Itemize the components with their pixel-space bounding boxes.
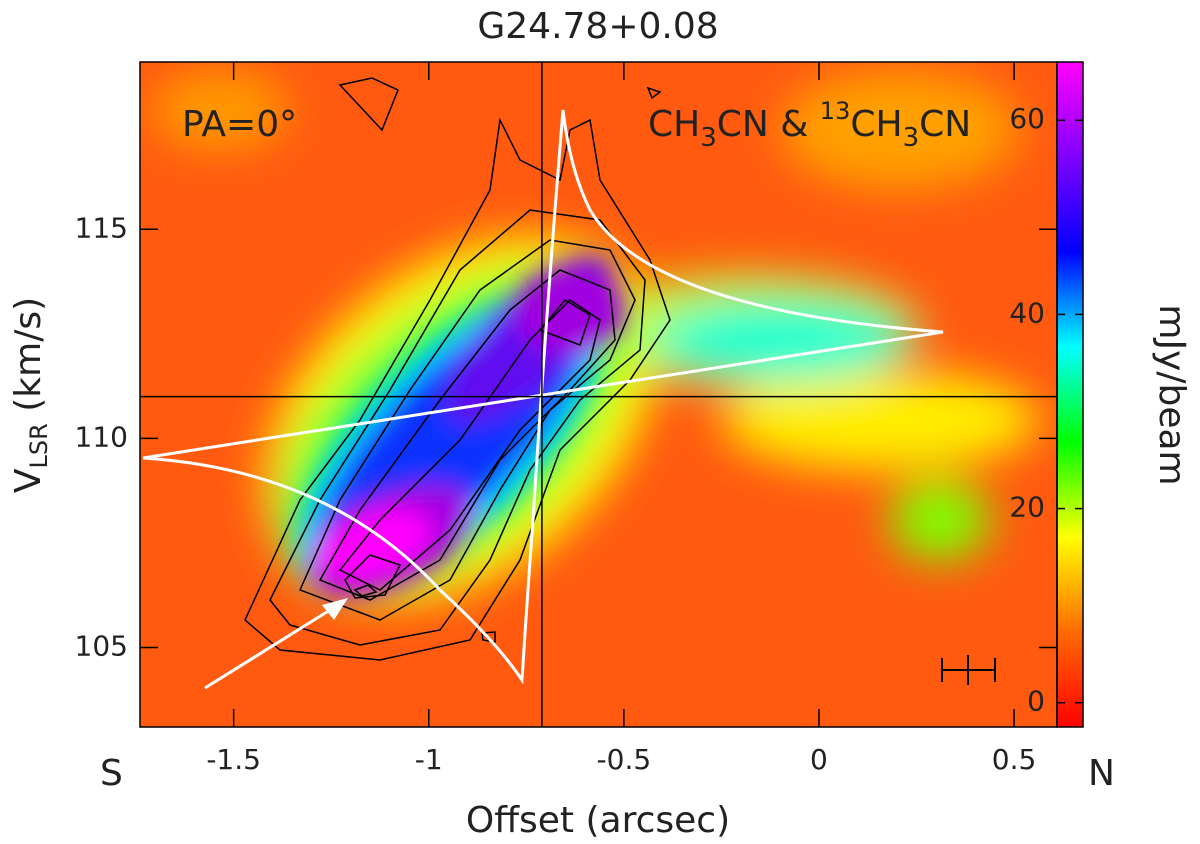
colorbar-tick-label: 40 xyxy=(1009,296,1045,329)
y-tick-label: 110 xyxy=(75,420,128,453)
x-tick-label: -1.5 xyxy=(206,743,261,776)
pa-label: PA=0° xyxy=(182,104,297,145)
model-curves xyxy=(142,109,944,685)
x-axis-label: Offset (arcsec) xyxy=(466,800,730,841)
x-tick-label: -1 xyxy=(415,743,443,776)
colorbar-tick-label: 60 xyxy=(1009,102,1045,135)
north-label: N xyxy=(1088,753,1115,794)
y-tick-label: 105 xyxy=(75,630,128,663)
colorbar-label: mJy/beam xyxy=(1151,304,1192,485)
beam-error-bar xyxy=(941,655,996,685)
chart-title: G24.78+0.08 xyxy=(477,6,718,47)
x-tick-label: 0.5 xyxy=(992,743,1037,776)
south-label: S xyxy=(100,753,123,794)
x-tick-label: 0 xyxy=(810,743,828,776)
y-tick-label: 115 xyxy=(75,211,128,244)
arrow xyxy=(204,598,348,690)
colorbar xyxy=(1057,62,1083,727)
colorbar-tick-label: 20 xyxy=(1009,491,1045,524)
y-axis-label: VLSR (km/s) xyxy=(8,297,53,493)
colorbar-tick-label: 0 xyxy=(1027,685,1045,718)
line-label: CH3CN & 13CH3CN xyxy=(648,97,971,153)
intensity-map xyxy=(140,62,1057,727)
colorbar-frame xyxy=(1056,61,1084,728)
x-tick-label: -0.5 xyxy=(597,743,652,776)
